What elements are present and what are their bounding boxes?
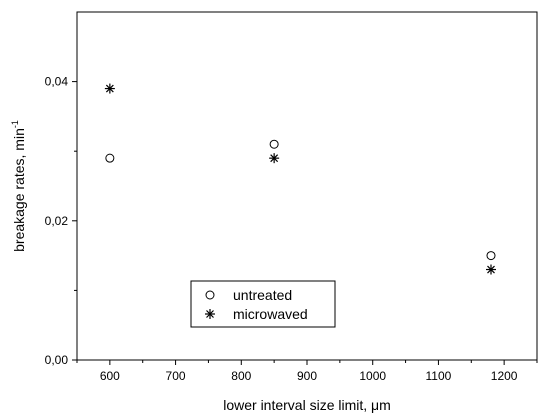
y-axis-title: breakage rates, min-1 bbox=[10, 120, 27, 252]
legend-microwaved-label: microwaved bbox=[233, 306, 308, 322]
x-axis-title: lower interval size limit, μm bbox=[223, 397, 391, 413]
point-untreated bbox=[269, 139, 279, 149]
legend-microwaved-marker-icon bbox=[205, 309, 215, 319]
point-microwaved bbox=[269, 153, 280, 164]
x-tick-label: 900 bbox=[297, 369, 317, 383]
x-tick-label: 1200 bbox=[491, 369, 518, 383]
y-axis-title-main: breakage rates, min bbox=[11, 128, 27, 252]
legend: untreated microwaved bbox=[190, 280, 336, 328]
legend-box bbox=[190, 280, 336, 328]
x-tick-label: 1000 bbox=[359, 369, 386, 383]
legend-untreated-label: untreated bbox=[233, 287, 292, 303]
point-untreated bbox=[105, 153, 115, 163]
legend-untreated-marker-icon bbox=[205, 290, 215, 300]
point-microwaved bbox=[104, 83, 115, 94]
x-tick-label: 700 bbox=[166, 369, 186, 383]
x-tick-label: 1100 bbox=[426, 369, 452, 383]
x-tick-label: 600 bbox=[100, 369, 120, 383]
x-tick-label: 800 bbox=[231, 369, 251, 383]
point-untreated bbox=[486, 251, 496, 261]
data-points bbox=[104, 83, 496, 275]
y-tick-label: 0,02 bbox=[45, 214, 69, 228]
y-axis-title-superscript: -1 bbox=[10, 120, 20, 128]
point-microwaved bbox=[486, 264, 496, 275]
y-tick-label: 0,04 bbox=[45, 75, 69, 89]
y-tick-label: 0,00 bbox=[45, 353, 69, 367]
axis-ticks: 600 700 800 900 1000 1100 1200 0,00 0,02 0,04 bbox=[45, 75, 538, 383]
